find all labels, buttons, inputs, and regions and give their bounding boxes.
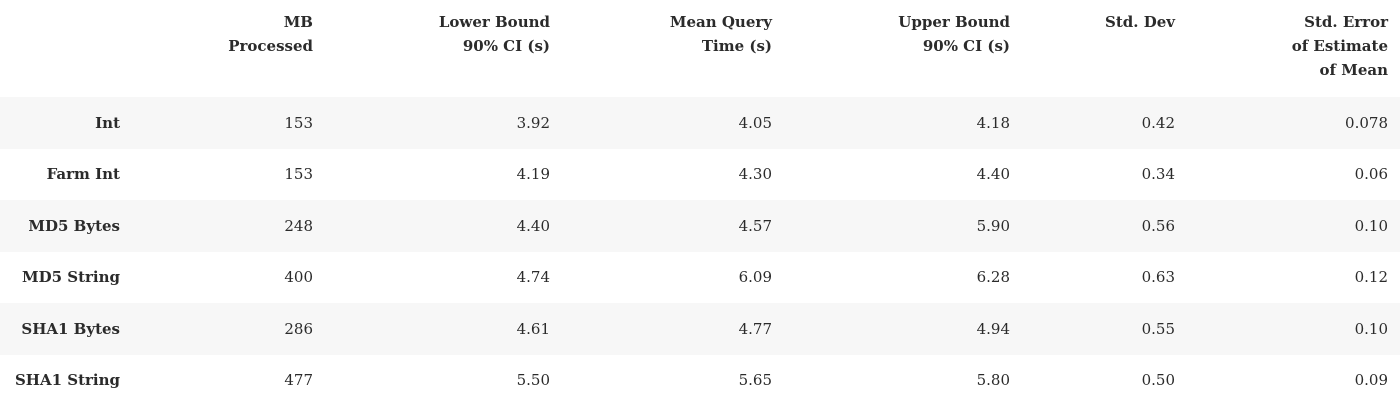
cell-upper-bound: 5.80 <box>784 355 1022 406</box>
row-label: Int <box>0 97 132 149</box>
cell-mb-processed: 286 <box>132 303 325 355</box>
row-label: SHA1 String <box>0 355 132 406</box>
cell-upper-bound: 6.28 <box>784 252 1022 304</box>
cell-mb-processed: 400 <box>132 252 325 304</box>
cell-lower-bound: 4.74 <box>325 252 562 304</box>
cell-mb-processed: 153 <box>132 149 325 201</box>
header-std-dev: Std. Dev <box>1022 0 1187 97</box>
table-row: Farm Int 153 4.19 4.30 4.40 0.34 0.06 <box>0 149 1400 201</box>
cell-mean-query-time: 4.05 <box>562 97 784 149</box>
header-std-error: Std. Error of Estimate of Mean <box>1187 0 1400 97</box>
table-row: Int 153 3.92 4.05 4.18 0.42 0.078 <box>0 97 1400 149</box>
cell-upper-bound: 4.94 <box>784 303 1022 355</box>
header-lower-bound: Lower Bound 90% CI (s) <box>325 0 562 97</box>
cell-mean-query-time: 4.77 <box>562 303 784 355</box>
row-label: MD5 Bytes <box>0 200 132 252</box>
cell-std-error: 0.12 <box>1187 252 1400 304</box>
cell-mb-processed: 248 <box>132 200 325 252</box>
header-mean-query-time: Mean Query Time (s) <box>562 0 784 97</box>
cell-lower-bound: 4.61 <box>325 303 562 355</box>
cell-std-dev: 0.63 <box>1022 252 1187 304</box>
header-row: MB Processed Lower Bound 90% CI (s) Mean… <box>0 0 1400 97</box>
cell-std-error: 0.10 <box>1187 303 1400 355</box>
cell-std-dev: 0.50 <box>1022 355 1187 406</box>
cell-mean-query-time: 5.65 <box>562 355 784 406</box>
table-row: MD5 String 400 4.74 6.09 6.28 0.63 0.12 <box>0 252 1400 304</box>
cell-mean-query-time: 6.09 <box>562 252 784 304</box>
cell-mb-processed: 153 <box>132 97 325 149</box>
cell-std-dev: 0.55 <box>1022 303 1187 355</box>
cell-mean-query-time: 4.57 <box>562 200 784 252</box>
row-label: SHA1 Bytes <box>0 303 132 355</box>
table-row: SHA1 Bytes 286 4.61 4.77 4.94 0.55 0.10 <box>0 303 1400 355</box>
cell-upper-bound: 4.40 <box>784 149 1022 201</box>
cell-lower-bound: 3.92 <box>325 97 562 149</box>
header-empty <box>0 0 132 97</box>
table-row: SHA1 String 477 5.50 5.65 5.80 0.50 0.09 <box>0 355 1400 406</box>
cell-std-error: 0.06 <box>1187 149 1400 201</box>
cell-lower-bound: 4.40 <box>325 200 562 252</box>
cell-std-error: 0.09 <box>1187 355 1400 406</box>
cell-lower-bound: 5.50 <box>325 355 562 406</box>
row-label: Farm Int <box>0 149 132 201</box>
cell-std-dev: 0.42 <box>1022 97 1187 149</box>
cell-upper-bound: 4.18 <box>784 97 1022 149</box>
cell-mean-query-time: 4.30 <box>562 149 784 201</box>
cell-std-dev: 0.34 <box>1022 149 1187 201</box>
cell-std-dev: 0.56 <box>1022 200 1187 252</box>
header-mb-processed: MB Processed <box>132 0 325 97</box>
cell-std-error: 0.10 <box>1187 200 1400 252</box>
cell-mb-processed: 477 <box>132 355 325 406</box>
table-row: MD5 Bytes 248 4.40 4.57 5.90 0.56 0.10 <box>0 200 1400 252</box>
table-header: MB Processed Lower Bound 90% CI (s) Mean… <box>0 0 1400 97</box>
row-label: MD5 String <box>0 252 132 304</box>
header-upper-bound: Upper Bound 90% CI (s) <box>784 0 1022 97</box>
table-body: Int 153 3.92 4.05 4.18 0.42 0.078 Farm I… <box>0 97 1400 406</box>
cell-std-error: 0.078 <box>1187 97 1400 149</box>
cell-lower-bound: 4.19 <box>325 149 562 201</box>
cell-upper-bound: 5.90 <box>784 200 1022 252</box>
